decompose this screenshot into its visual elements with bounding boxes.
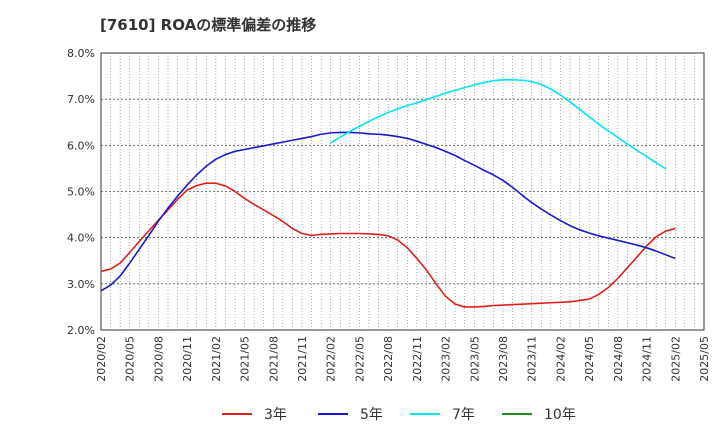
x-tick-label: 2024/02 [554, 336, 567, 382]
x-tick-label: 2024/11 [641, 336, 654, 382]
x-tick-label: 2023/11 [526, 336, 539, 382]
y-tick-label: 4.0% [67, 232, 95, 245]
x-tick-label: 2025/02 [669, 336, 682, 382]
x-tick-label: 2024/08 [612, 336, 625, 382]
legend: 3年 5年 7年 10年 [222, 407, 576, 423]
x-tick-label: 2022/05 [353, 336, 366, 382]
x-tick-label: 2021/05 [239, 336, 252, 382]
legend-label-3年: 3年 [264, 407, 287, 423]
y-tick-label: 5.0% [67, 186, 95, 199]
x-tick-label: 2021/08 [267, 336, 280, 382]
chart-title: [7610] ROAの標準偏差の推移 [100, 16, 317, 34]
y-axis-ticks: 2.0% 3.0% 4.0% 5.0% 6.0% 7.0% 8.0% [67, 47, 95, 337]
x-tick-label: 2021/02 [210, 336, 223, 382]
grid-lines [101, 53, 704, 330]
x-tick-label: 2022/11 [411, 336, 424, 382]
legend-label-7年: 7年 [452, 407, 475, 423]
x-tick-label: 2023/05 [468, 336, 481, 382]
x-tick-label: 2023/02 [440, 336, 453, 382]
y-tick-label: 2.0% [67, 324, 95, 337]
x-tick-label: 2020/05 [124, 336, 137, 382]
x-tick-label: 2022/08 [382, 336, 395, 382]
legend-label-5年: 5年 [360, 407, 383, 423]
y-tick-label: 7.0% [67, 93, 95, 106]
y-tick-label: 8.0% [67, 47, 95, 60]
x-tick-label: 2024/05 [583, 336, 596, 382]
series-lines [100, 78, 676, 308]
y-tick-label: 3.0% [67, 278, 95, 291]
series-line-7年 [330, 78, 667, 170]
y-tick-label: 6.0% [67, 139, 95, 152]
x-tick-label: 2020/08 [152, 336, 165, 382]
legend-label-10年: 10年 [544, 407, 576, 423]
x-tick-label: 2020/11 [181, 336, 194, 382]
series-line-3年 [100, 182, 676, 308]
series-line-5年 [100, 131, 676, 292]
x-tick-label: 2025/05 [698, 336, 711, 382]
x-axis-ticks: 2020/02 2020/05 2020/08 2020/11 2021/02 2021/… [95, 336, 711, 382]
x-tick-label: 2021/11 [296, 336, 309, 382]
x-tick-label: 2023/08 [497, 336, 510, 382]
x-tick-label: 2022/02 [325, 336, 338, 382]
x-tick-label: 2020/02 [95, 336, 108, 382]
